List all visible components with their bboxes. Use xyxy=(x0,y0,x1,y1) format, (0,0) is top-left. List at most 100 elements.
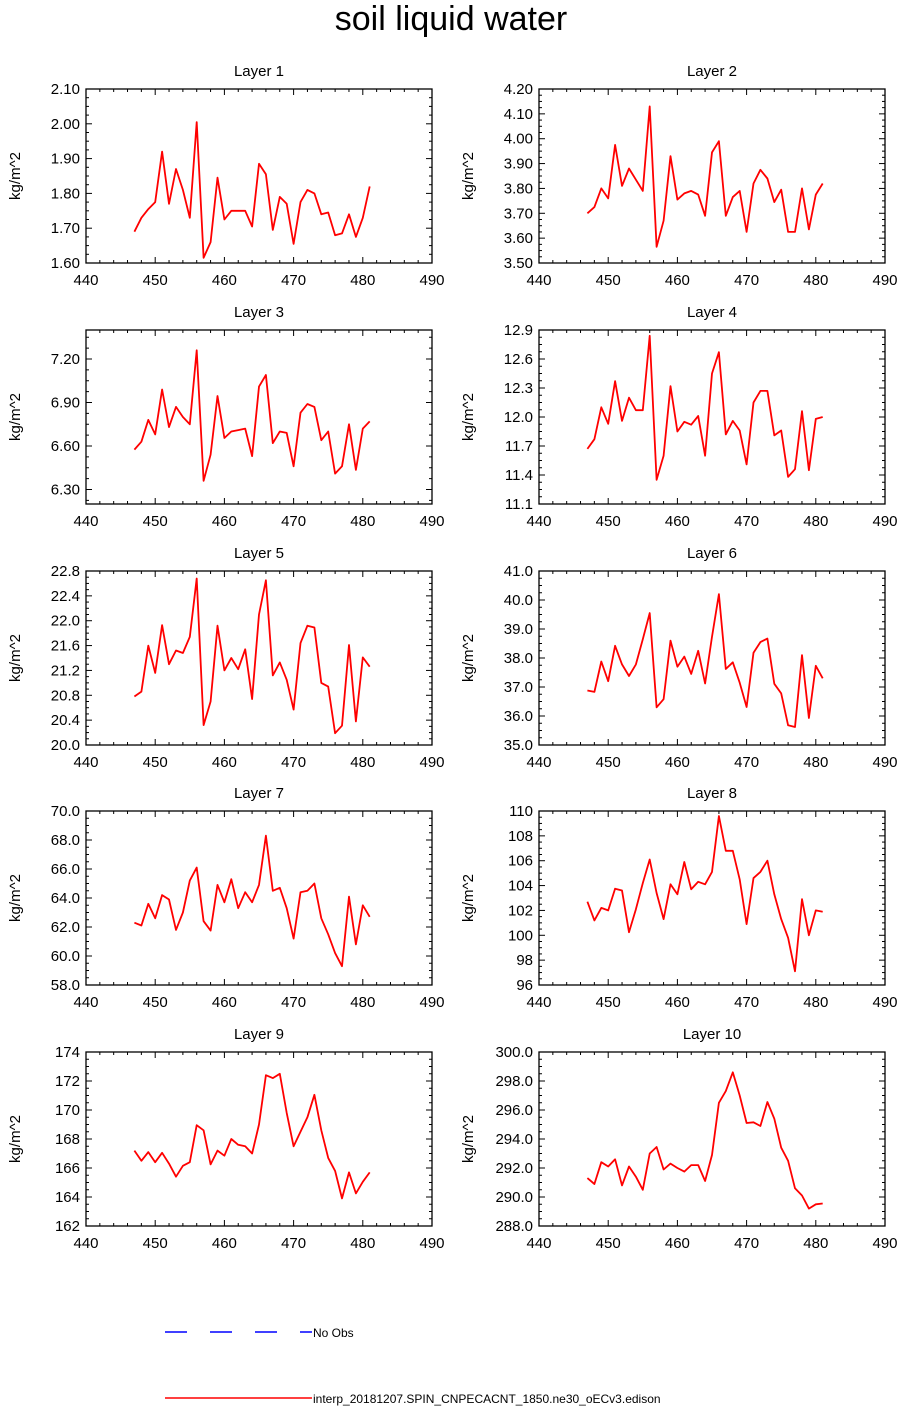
y-tick-label: 166 xyxy=(55,1160,80,1177)
x-tick-label: 490 xyxy=(872,272,897,289)
y-axis-label: kg/m^2 xyxy=(460,634,477,682)
y-tick-label: 100 xyxy=(508,927,533,944)
series-line xyxy=(586,334,823,481)
x-tick-label: 460 xyxy=(665,754,690,771)
y-tick-label: 96 xyxy=(516,977,533,994)
x-tick-label: 460 xyxy=(665,994,690,1011)
x-tick-label: 440 xyxy=(73,754,98,771)
y-tick-label: 36.0 xyxy=(504,708,533,725)
panel-title: Layer 5 xyxy=(234,545,284,562)
x-tick-label: 490 xyxy=(419,754,444,771)
x-tick-label: 490 xyxy=(419,272,444,289)
y-tick-label: 20.0 xyxy=(51,737,80,754)
y-tick-label: 6.90 xyxy=(51,395,80,412)
plot-frame xyxy=(538,329,886,505)
x-tick-label: 450 xyxy=(143,754,168,771)
y-tick-label: 172 xyxy=(55,1073,80,1090)
panel-3: Layer 3 kg/m^2 440 450 460 470 480 490 6.30 6.60 6… xyxy=(7,304,445,530)
panel-title: Layer 7 xyxy=(234,785,284,802)
panel-9: Layer 9 kg/m^2 440 450 460 470 480 490 162 164 166… xyxy=(7,1026,445,1252)
y-tick-label: 294.0 xyxy=(495,1131,533,1148)
x-tick-label: 440 xyxy=(526,513,551,530)
y-tick-label: 22.0 xyxy=(51,613,80,630)
panel-title: Layer 8 xyxy=(687,785,737,802)
x-tick-label: 470 xyxy=(281,1235,306,1252)
y-axis-label: kg/m^2 xyxy=(7,1115,24,1163)
y-tick-label: 66.0 xyxy=(51,861,80,878)
y-tick-label: 21.2 xyxy=(51,662,80,679)
y-axis-label: kg/m^2 xyxy=(7,393,24,441)
panel-title: Layer 2 xyxy=(687,63,737,80)
y-tick-label: 7.20 xyxy=(51,351,80,368)
x-tick-label: 480 xyxy=(350,513,375,530)
y-tick-label: 62.0 xyxy=(51,919,80,936)
plot-frame xyxy=(85,570,433,746)
x-tick-label: 450 xyxy=(596,272,621,289)
y-tick-label: 11.7 xyxy=(505,438,533,455)
y-axis-label: kg/m^2 xyxy=(460,1115,477,1163)
y-tick-label: 288.0 xyxy=(495,1218,533,1235)
plot-frame xyxy=(538,1051,886,1227)
y-tick-label: 6.60 xyxy=(51,438,80,455)
x-tick-label: 460 xyxy=(665,513,690,530)
x-tick-label: 460 xyxy=(212,1235,237,1252)
series-line xyxy=(587,593,824,728)
y-tick-label: 37.0 xyxy=(504,679,533,696)
y-tick-label: 4.10 xyxy=(504,106,533,123)
plot-frame xyxy=(538,570,886,746)
y-tick-label: 3.50 xyxy=(504,255,533,272)
y-tick-label: 162 xyxy=(55,1218,80,1235)
x-tick-label: 470 xyxy=(734,513,759,530)
y-axis-label: kg/m^2 xyxy=(7,874,24,922)
x-tick-label: 470 xyxy=(281,513,306,530)
x-tick-label: 490 xyxy=(872,754,897,771)
x-tick-label: 470 xyxy=(734,1235,759,1252)
x-tick-label: 440 xyxy=(73,1235,98,1252)
y-tick-label: 290.0 xyxy=(495,1189,533,1206)
y-tick-label: 20.4 xyxy=(51,712,80,729)
panel-7: Layer 7 kg/m^2 440 450 460 470 480 490 58.0 60.0 6… xyxy=(7,785,445,1011)
x-tick-label: 450 xyxy=(143,994,168,1011)
x-tick-label: 450 xyxy=(596,994,621,1011)
y-tick-label: 6.30 xyxy=(51,482,80,499)
legend: No Obs interp_20181207.SPIN_CNPECACNT_18… xyxy=(165,1326,661,1406)
y-tick-label: 68.0 xyxy=(51,832,80,849)
y-tick-label: 60.0 xyxy=(51,948,80,965)
y-tick-label: 20.8 xyxy=(51,687,80,704)
y-tick-label: 102 xyxy=(508,902,533,919)
series-line xyxy=(586,1071,823,1210)
y-tick-label: 104 xyxy=(508,878,533,895)
y-tick-label: 164 xyxy=(55,1189,80,1206)
panel-10: Layer 10 kg/m^2 440 450 460 470 480 490 288.0 290… xyxy=(460,1026,898,1252)
x-tick-label: 480 xyxy=(350,754,375,771)
panel-5: Layer 5 kg/m^2 440 450 460 470 480 490 20.0 20.4 2… xyxy=(7,545,445,771)
plot-frame xyxy=(538,810,886,986)
y-tick-label: 3.90 xyxy=(504,156,533,173)
y-tick-label: 4.20 xyxy=(504,81,533,98)
x-tick-label: 480 xyxy=(350,1235,375,1252)
plot-frame xyxy=(85,810,433,986)
y-tick-label: 58.0 xyxy=(51,977,80,994)
y-tick-label: 3.80 xyxy=(504,180,533,197)
panel-title: Layer 6 xyxy=(687,545,737,562)
y-tick-label: 174 xyxy=(55,1044,80,1061)
plot-frame xyxy=(538,88,886,264)
y-tick-label: 39.0 xyxy=(504,621,533,638)
y-tick-label: 110 xyxy=(509,803,533,820)
y-tick-label: 292.0 xyxy=(495,1160,533,1177)
x-tick-label: 460 xyxy=(212,994,237,1011)
figure-title: soil liquid water xyxy=(335,0,567,38)
y-tick-label: 22.4 xyxy=(51,588,80,605)
x-tick-label: 460 xyxy=(212,513,237,530)
y-axis-label: kg/m^2 xyxy=(460,152,477,200)
x-tick-label: 440 xyxy=(526,1235,551,1252)
panel-title: Layer 3 xyxy=(234,304,284,321)
y-tick-label: 298.0 xyxy=(495,1073,533,1090)
panel-title: Layer 10 xyxy=(683,1026,741,1043)
y-tick-label: 12.0 xyxy=(504,409,533,426)
x-tick-label: 480 xyxy=(350,994,375,1011)
panel-2: Layer 2 kg/m^2 440 450 460 470 480 490 3.50 3.60 3… xyxy=(460,63,898,289)
x-tick-label: 450 xyxy=(143,513,168,530)
y-tick-label: 2.00 xyxy=(51,116,80,133)
